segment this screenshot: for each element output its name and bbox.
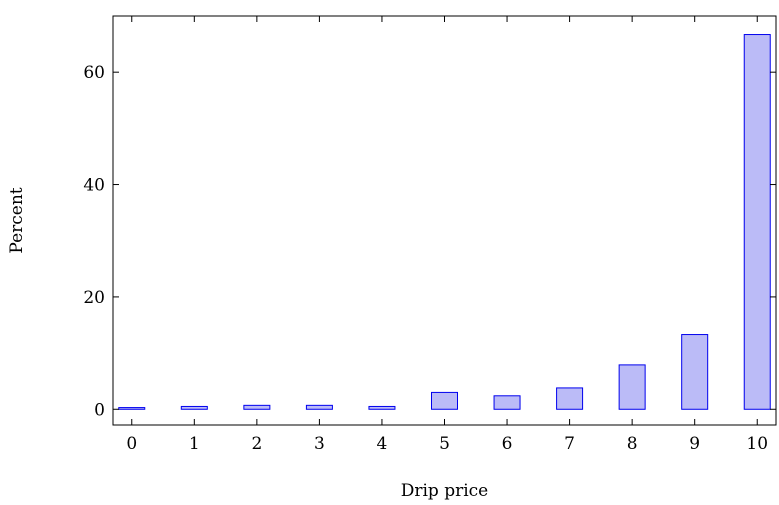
x-tick-label-1: 1 — [189, 434, 200, 454]
x-tick-label-10: 10 — [746, 434, 768, 454]
x-tick-label-7: 7 — [564, 434, 575, 454]
y-axis-label: Percent — [7, 187, 27, 253]
tick-labels-layer: 0 1 2 3 4 5 6 7 8 9 10 0 20 40 60 — [83, 63, 768, 454]
bars-layer — [118, 34, 771, 410]
y-tick-label-20: 20 — [83, 288, 105, 308]
y-tick-label-60: 60 — [83, 63, 105, 83]
y-tick-label-40: 40 — [83, 176, 105, 196]
x-tick-label-5: 5 — [439, 434, 450, 454]
bar-9 — [681, 334, 709, 410]
y-tick-label-0: 0 — [94, 400, 105, 420]
bar-3 — [305, 404, 333, 410]
x-tick-label-8: 8 — [627, 434, 638, 454]
plot-frame — [112, 15, 777, 426]
x-tick-label-3: 3 — [314, 434, 325, 454]
x-axis-label: Drip price — [401, 481, 489, 501]
x-tick-label-2: 2 — [251, 434, 262, 454]
bar-5 — [431, 391, 458, 410]
ticks-layer — [113, 16, 776, 425]
x-tick-label-6: 6 — [502, 434, 513, 454]
x-tick-label-4: 4 — [377, 434, 388, 454]
bar-1 — [180, 405, 208, 410]
bar-4 — [368, 405, 396, 410]
bar-7 — [556, 387, 584, 410]
bar-8 — [618, 364, 646, 410]
bar-10 — [743, 34, 771, 410]
bar-6 — [493, 395, 521, 410]
x-tick-label-0: 0 — [126, 434, 137, 454]
x-tick-label-9: 9 — [689, 434, 700, 454]
bar-2 — [243, 404, 271, 410]
bar-0 — [118, 407, 146, 410]
